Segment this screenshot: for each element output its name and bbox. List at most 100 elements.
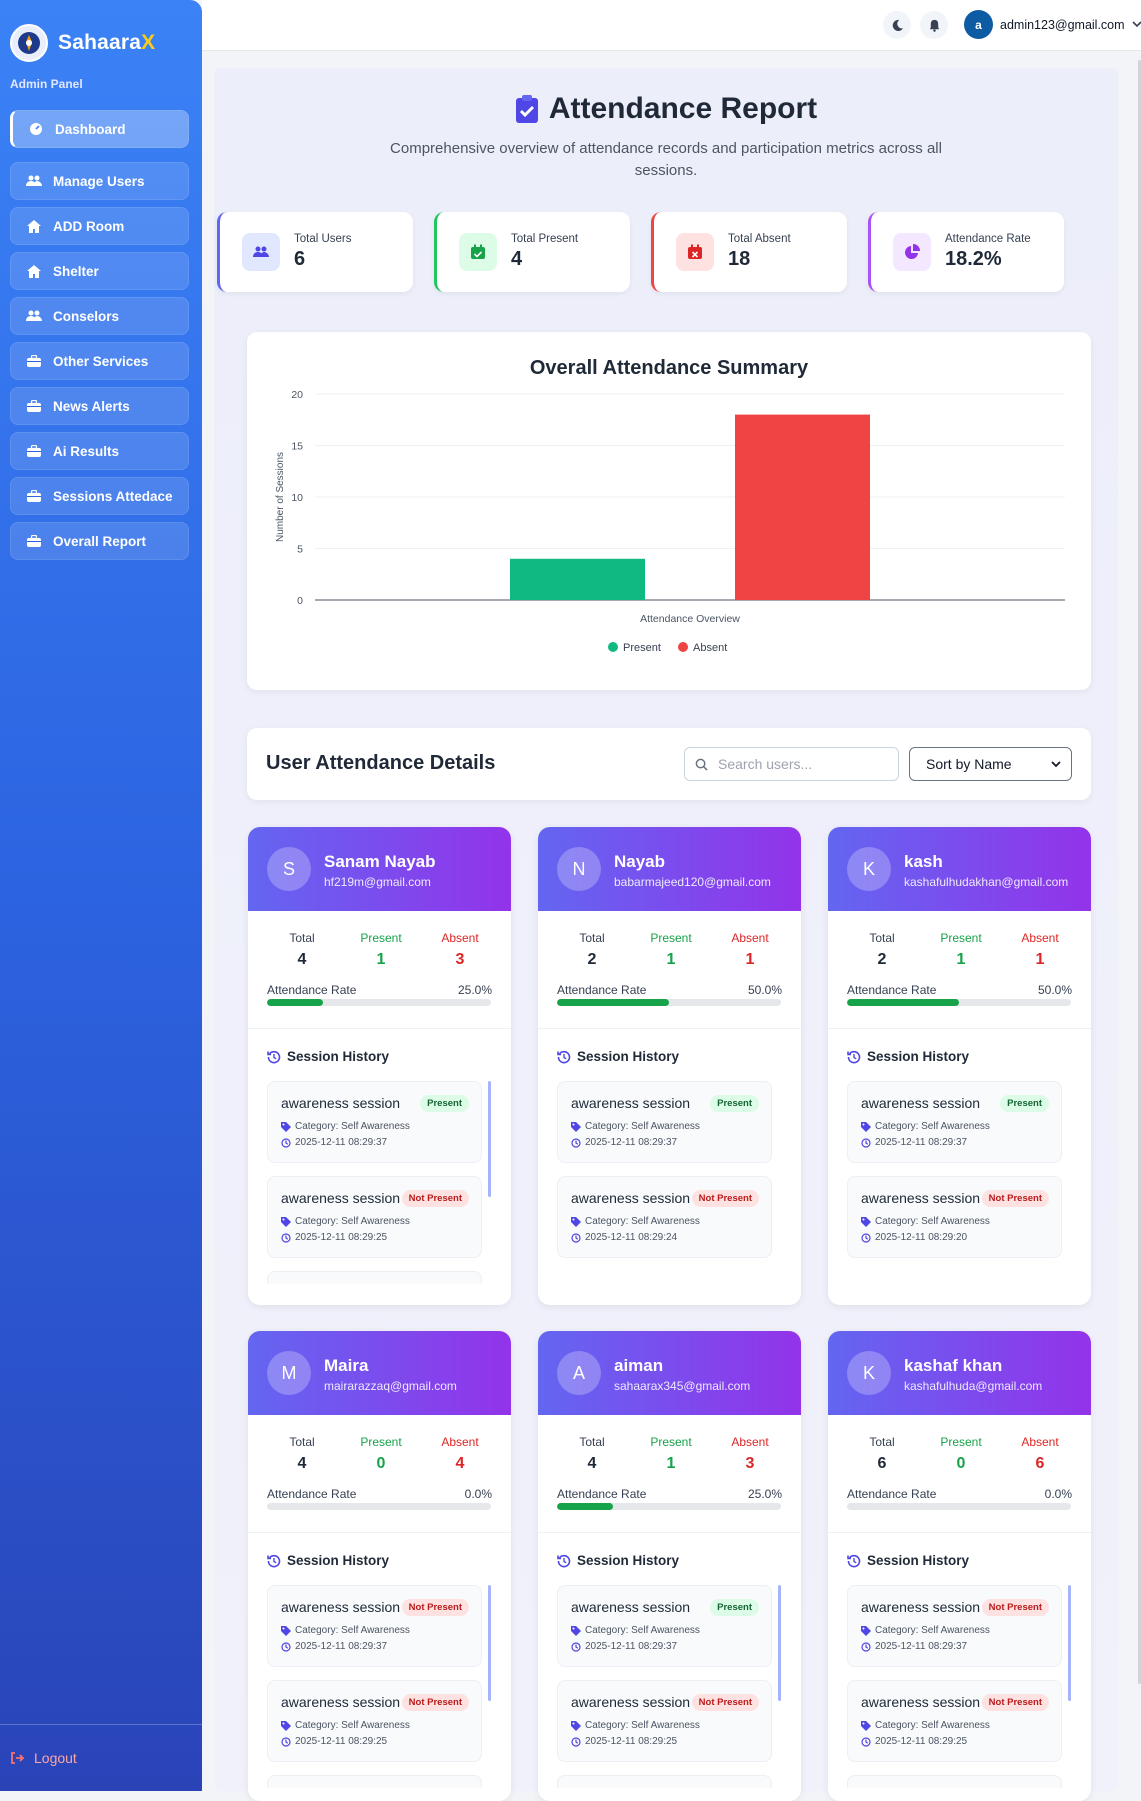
status-badge: Not Present — [981, 1694, 1049, 1711]
user-stats: Total 2 Present 1 Absent 1 Attendance Rate 50.0… — [828, 911, 1091, 1029]
sidebar-item-label: Shelter — [53, 263, 99, 279]
calendar-check-icon — [459, 233, 497, 271]
session-time-text: 2025-12-11 08:29:25 — [585, 1736, 678, 1747]
sidebar-item-shelter[interactable]: Shelter — [10, 252, 189, 290]
user-card: M Maira mairarazzaq@gmail.com Total 4 Present… — [248, 1331, 511, 1801]
notifications-button[interactable] — [920, 11, 948, 39]
session-list-scrollbar[interactable] — [488, 1081, 491, 1197]
sidebar-item-other-services[interactable]: Other Services — [10, 342, 189, 380]
sidebar-item-news-alerts[interactable]: News Alerts — [10, 387, 189, 425]
pie-chart-icon — [893, 233, 931, 271]
sidebar-item-add-room[interactable]: ADD Room — [10, 207, 189, 245]
sidebar-item-overall-report[interactable]: Overall Report — [10, 522, 189, 560]
stat-total-value: 6 — [877, 1455, 887, 1472]
user-menu[interactable]: a admin123@gmail.com — [964, 10, 1141, 39]
session-item[interactable]: awareness session Present Category: Self A… — [557, 1585, 772, 1667]
session-list[interactable]: awareness session Present Category: Self A… — [557, 1585, 772, 1788]
session-item[interactable]: awareness session Present Category: Self A… — [267, 1081, 482, 1163]
session-list[interactable]: awareness session Not Present Category: Se… — [267, 1585, 482, 1788]
sidebar-item-dashboard[interactable]: Dashboard — [10, 110, 189, 148]
attendance-rate-fill — [557, 1503, 613, 1510]
status-badge: Not Present — [401, 1190, 469, 1207]
tag-icon — [861, 1720, 871, 1731]
session-item[interactable]: awareness session Present Category: Self A… — [847, 1081, 1062, 1163]
session-list-scrollbar[interactable] — [488, 1585, 491, 1701]
session-list[interactable]: awareness session Not Present Category: Se… — [847, 1585, 1062, 1788]
bar-absent — [735, 414, 870, 600]
attendance-rate-bar — [267, 1503, 491, 1510]
page-title: Attendance Report — [515, 92, 817, 126]
stat-label: Total Absent — [728, 233, 791, 245]
sidebar-item-ai-results[interactable]: Ai Results — [10, 432, 189, 470]
user-name: Maira — [324, 1356, 369, 1375]
page-scrollbar[interactable] — [1138, 60, 1141, 1684]
session-history: Session History awareness session Present C… — [828, 1029, 1091, 1305]
stat-absent: Absent 6 — [1005, 1435, 1075, 1473]
session-category: Category: Self Awareness — [571, 1625, 700, 1636]
clock-icon — [281, 1137, 291, 1148]
stat-present-value: 0 — [376, 1455, 386, 1472]
attendance-rate-value: 50.0% — [1037, 983, 1072, 997]
stat-total-value: 2 — [877, 951, 887, 968]
session-name: awareness session — [281, 1599, 401, 1615]
search-input[interactable] — [718, 756, 878, 772]
stat-absent-label: Absent — [441, 931, 479, 945]
session-list[interactable]: awareness session Present Category: Self A… — [847, 1081, 1062, 1261]
stat-total-label: Total — [579, 931, 605, 945]
tag-icon — [571, 1625, 581, 1636]
user-name: kashaf khan — [904, 1356, 1003, 1375]
avatar: S — [267, 847, 311, 891]
user-name: aiman — [614, 1356, 664, 1375]
stat-absent-label: Absent — [1021, 931, 1059, 945]
tag-icon — [571, 1121, 581, 1132]
stat-present-value: 1 — [956, 951, 966, 968]
logout-button[interactable]: Logout — [10, 1750, 77, 1766]
stat-total-value: 2 — [587, 951, 597, 968]
legend-label-absent: Absent — [693, 642, 727, 654]
session-name: awareness session — [281, 1095, 401, 1111]
sidebar-item-manage-users[interactable]: Manage Users — [10, 162, 189, 200]
sidebar-item-conselors[interactable]: Conselors — [10, 297, 189, 335]
clock-icon — [861, 1232, 871, 1243]
status-badge: Present — [1000, 1095, 1049, 1112]
stat-label: Total Users — [294, 233, 352, 245]
session-list[interactable]: awareness session Present Category: Self A… — [557, 1081, 772, 1261]
y-tick-label: 20 — [291, 389, 303, 401]
session-list-scrollbar[interactable] — [778, 1585, 781, 1701]
session-category-text: Category: Self Awareness — [585, 1720, 700, 1731]
attendance-rate-value: 0.0% — [1044, 1487, 1072, 1501]
sidebar-item-sessions-attedace[interactable]: Sessions Attedace — [10, 477, 189, 515]
attendance-rate-bar — [847, 1503, 1071, 1510]
session-category-text: Category: Self Awareness — [875, 1720, 990, 1731]
search-box[interactable] — [684, 747, 899, 781]
session-item[interactable]: awareness session Present Category: Self A… — [557, 1081, 772, 1163]
avatar: K — [847, 847, 891, 891]
brand[interactable]: SahaaraX — [10, 24, 155, 62]
sort-select[interactable]: Sort by Name — [909, 747, 1072, 781]
logo-icon — [10, 24, 48, 62]
stat-present-value: 0 — [956, 1455, 966, 1472]
y-tick-label: 10 — [291, 492, 303, 504]
session-list-scrollbar[interactable] — [1068, 1585, 1071, 1701]
stat-absent: Absent 3 — [715, 1435, 785, 1473]
chevron-down-icon — [1131, 21, 1141, 28]
session-time: 2025-12-11 08:29:25 — [281, 1232, 387, 1243]
tag-icon — [281, 1625, 291, 1636]
tag-icon — [281, 1216, 291, 1227]
topbar: a admin123@gmail.com — [202, 0, 1141, 51]
theme-toggle-button[interactable] — [883, 11, 911, 39]
legend-label-present: Present — [623, 642, 661, 654]
session-list[interactable]: awareness session Present Category: Self A… — [267, 1081, 482, 1284]
